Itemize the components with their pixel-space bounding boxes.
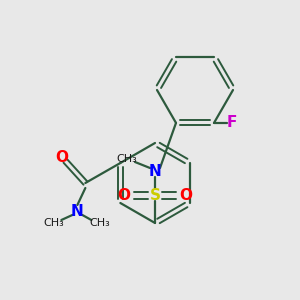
Text: O: O (55, 151, 68, 166)
Text: N: N (148, 164, 161, 178)
Text: S: S (149, 188, 161, 202)
Text: CH₃: CH₃ (89, 218, 110, 228)
Text: O: O (179, 188, 193, 202)
Text: CH₃: CH₃ (43, 218, 64, 228)
Text: N: N (71, 203, 84, 218)
Text: CH₃: CH₃ (117, 154, 137, 164)
Text: O: O (118, 188, 130, 202)
Text: F: F (227, 116, 237, 130)
